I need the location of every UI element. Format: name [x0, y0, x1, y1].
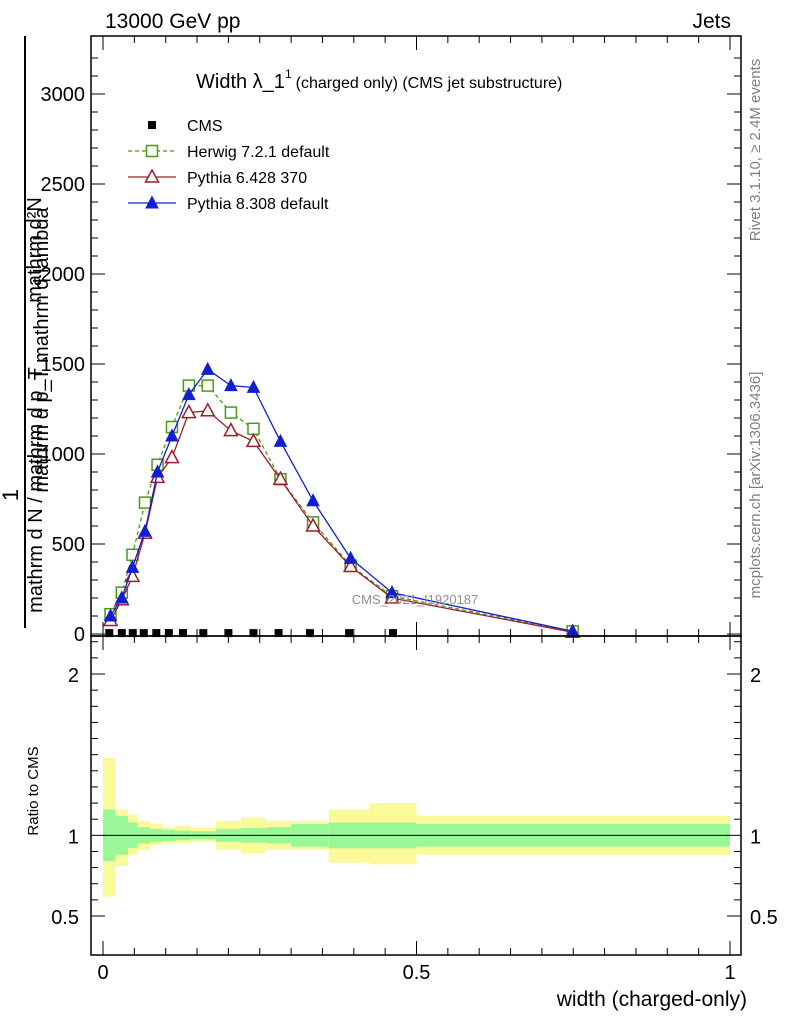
ylabel-mid: mathrm d p_T mathrm d lambda — [31, 206, 53, 492]
rivet-label: Rivet 3.1.10, ≥ 2.4M events — [747, 59, 764, 242]
cms-point — [178, 629, 187, 638]
y-tick-label: 2000 — [41, 264, 86, 286]
energy-label: 13000 GeV pp — [105, 10, 240, 33]
ratio-tick-label-right: 0.5 — [750, 907, 778, 929]
pythia8-point — [385, 585, 399, 599]
pythia6-point — [305, 517, 321, 532]
x-tick-label: 0.5 — [403, 962, 431, 984]
ylabel-bottom: mathrm d N / mathrm d p_T — [25, 367, 47, 613]
pythia8-point — [246, 379, 261, 393]
legend-label-cms: CMS — [187, 118, 223, 135]
x-tick-label: 1 — [724, 962, 735, 984]
y-tick-label: 0 — [74, 624, 85, 646]
y-axis-label: mathrm d²N mathrm d p_T mathrm d lambda … — [0, 36, 53, 628]
ratio-tick-label-right: 1 — [750, 826, 761, 848]
pythia8-point — [150, 464, 165, 478]
pythia8-point — [343, 550, 358, 564]
ratio-frame-box — [90, 635, 742, 956]
legend-label-pythia8: Pythia 8.308 default — [187, 196, 329, 213]
pythia8-point — [145, 195, 159, 209]
herwig-point — [138, 496, 152, 509]
cms-point — [164, 629, 173, 638]
cms-point — [249, 629, 258, 638]
x-tick-label: 0 — [97, 962, 108, 984]
ratio-bands — [103, 757, 730, 897]
pythia6-point — [342, 557, 359, 573]
pythia6-point — [245, 432, 262, 448]
pythia6-point — [181, 404, 197, 419]
watermark: CMS_2021_I1920187 — [352, 592, 479, 607]
pythia8-point — [114, 590, 129, 604]
pythia8-point — [273, 433, 288, 447]
main-y-ticks: 0 500 1000 1500 2000 2500 3000 — [41, 57, 741, 646]
pythia6-point — [199, 402, 216, 417]
herwig-point — [224, 406, 238, 419]
pythia6-line — [109, 410, 573, 633]
y-tick-label: 2500 — [41, 174, 86, 196]
y-tick-label: 1500 — [41, 354, 86, 376]
cms-point — [148, 121, 156, 129]
pythia8-point — [165, 428, 179, 442]
cms-point — [305, 629, 314, 638]
pythia8-point — [125, 559, 140, 573]
ratio-tick-label: 1 — [68, 826, 79, 848]
legend: CMS Herwig 7.2.1 default Pythia 6.428 370 P… — [128, 118, 330, 213]
ratio-ylabel: Ratio to CMS — [25, 746, 42, 835]
herwig-point — [201, 379, 214, 392]
pythia8-point — [138, 523, 152, 537]
herwig-point — [247, 422, 260, 436]
y-tick-label: 500 — [52, 534, 85, 556]
cms-point — [345, 629, 354, 638]
legend-label-pythia6: Pythia 6.428 370 — [187, 170, 307, 187]
herwig-point — [145, 144, 159, 158]
pythia6-point — [144, 168, 160, 183]
process-label: Jets — [692, 10, 731, 33]
ratio-tick-label-right: 2 — [750, 665, 761, 687]
ratio-plot-frame — [90, 635, 742, 956]
x-ticks: 0 0.5 1 — [97, 36, 736, 984]
ratio-y-ticks: 0.5 0.5 1 1 2 2 — [51, 641, 778, 929]
ylabel-top: mathrm d²N — [24, 197, 46, 303]
x-axis-label: width (charged-only) — [556, 988, 747, 1011]
cms-point — [105, 629, 114, 638]
cms-point — [139, 629, 148, 638]
cms-point — [117, 629, 126, 638]
main-series-layer — [102, 361, 581, 638]
y-tick-label: 1000 — [41, 444, 86, 466]
cms-point — [199, 629, 208, 638]
mcplots-label: mcplots.cern.ch [arXiv:1306.3436] — [747, 372, 764, 599]
cms-point — [128, 629, 137, 638]
pythia6-point — [223, 422, 239, 437]
ratio-tick-label: 0.5 — [51, 907, 79, 929]
ylabel-one: 1 — [0, 489, 23, 501]
pythia8-point — [306, 493, 320, 507]
plot-title: Width λ_11(charged only) (CMS jet substr… — [196, 67, 562, 93]
legend-label-herwig: Herwig 7.2.1 default — [187, 144, 330, 161]
pythia8-point — [200, 361, 215, 375]
pythia6-point — [164, 449, 180, 464]
ratio-tick-label: 2 — [68, 665, 79, 687]
pythia8-point — [182, 387, 196, 401]
pythia8-point — [224, 378, 238, 392]
pythia8-point — [103, 608, 118, 622]
y-tick-label: 3000 — [41, 84, 86, 106]
cms-point — [152, 629, 161, 638]
pythia6-point — [272, 470, 289, 485]
cms-point — [274, 629, 283, 638]
herwig-line — [109, 384, 573, 632]
cms-point — [388, 629, 397, 638]
